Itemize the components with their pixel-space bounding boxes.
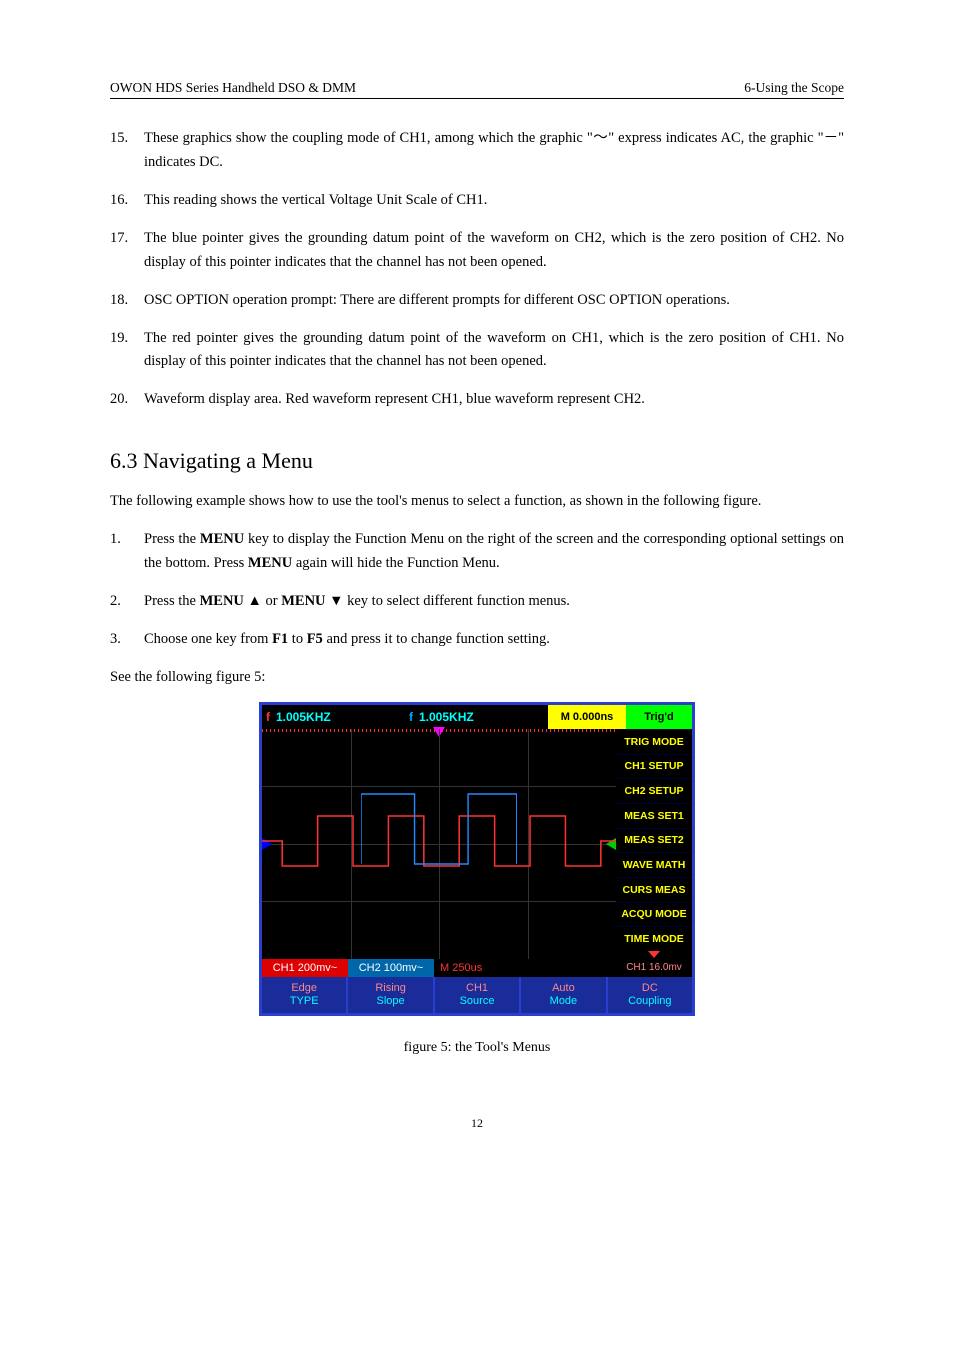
figure-caption: figure 5: the Tool's Menus (110, 1040, 844, 1056)
status-ch1: CH1 200mv~ (262, 959, 348, 977)
status-timebase: M 250us (434, 959, 616, 977)
list-text: The blue pointer gives the grounding dat… (144, 227, 844, 275)
menu-meas-set2[interactable]: MEAS SET2 (616, 828, 692, 853)
softkey-source[interactable]: CH1 Source (435, 977, 521, 1013)
list-num: 17. (110, 227, 144, 275)
step-text: Choose one key from F1 to F5 and press i… (144, 628, 844, 652)
list-text: This reading shows the vertical Voltage … (144, 189, 844, 213)
step-num: 1. (110, 528, 144, 576)
readout-timebase: M 0.000ns (548, 705, 626, 729)
readout-ch2-freq: f1.005KHZ (405, 705, 548, 729)
waveform-area (262, 729, 616, 959)
menu-time-mode[interactable]: TIME MODE (616, 926, 692, 951)
softkey-mode[interactable]: Auto Mode (521, 977, 607, 1013)
list-num: 19. (110, 327, 144, 375)
function-menu: TRIG MODE CH1 SETUP CH2 SETUP MEAS SET1 … (616, 729, 692, 959)
menu-more-icon (616, 951, 692, 959)
intro-paragraph: The following example shows how to use t… (110, 490, 844, 514)
menu-wave-math[interactable]: WAVE MATH (616, 852, 692, 877)
list-item: 15. These graphics show the coupling mod… (110, 127, 844, 175)
step-num: 2. (110, 590, 144, 614)
step-text: Press the MENU ▲ or MENU ▼ key to select… (144, 590, 844, 614)
softkey-slope[interactable]: Rising Slope (348, 977, 434, 1013)
scope-screenshot: f1.005KHZ f1.005KHZ M 0.000ns Trig'd (259, 702, 695, 1016)
list-text: These graphics show the coupling mode of… (144, 127, 844, 175)
list-num: 15. (110, 127, 144, 175)
see-following: See the following figure 5: (110, 666, 844, 690)
menu-trig-mode[interactable]: TRIG MODE (616, 729, 692, 754)
steps-list: 1. Press the MENU key to display the Fun… (110, 528, 844, 652)
menu-curs-meas[interactable]: CURS MEAS (616, 877, 692, 902)
status-trig-level: CH1 16.0mv (616, 959, 692, 977)
softkey-row: Edge TYPE Rising Slope CH1 Source Auto M… (262, 977, 692, 1013)
page-number: 12 (110, 1116, 844, 1131)
menu-ch2-setup[interactable]: CH2 SETUP (616, 778, 692, 803)
list-item: 18. OSC OPTION operation prompt: There a… (110, 289, 844, 313)
step-text: Press the MENU key to display the Functi… (144, 528, 844, 576)
readout-trig-status: Trig'd (626, 705, 692, 729)
step-item: 1. Press the MENU key to display the Fun… (110, 528, 844, 576)
header-right: 6-Using the Scope (744, 80, 844, 96)
list-num: 18. (110, 289, 144, 313)
numbered-list: 15. These graphics show the coupling mod… (110, 127, 844, 412)
list-text: The red pointer gives the grounding datu… (144, 327, 844, 375)
scope-status-bar: CH1 200mv~ CH2 100mv~ M 250us CH1 16.0mv (262, 959, 692, 977)
list-num: 16. (110, 189, 144, 213)
section-heading: 6.3 Navigating a Menu (110, 448, 844, 474)
menu-ch1-setup[interactable]: CH1 SETUP (616, 754, 692, 779)
step-num: 3. (110, 628, 144, 652)
page-header: OWON HDS Series Handheld DSO & DMM 6-Usi… (110, 80, 844, 99)
list-item: 17. The blue pointer gives the grounding… (110, 227, 844, 275)
list-item: 16. This reading shows the vertical Volt… (110, 189, 844, 213)
softkey-type[interactable]: Edge TYPE (262, 977, 348, 1013)
scope-top-bar: f1.005KHZ f1.005KHZ M 0.000ns Trig'd (262, 705, 692, 729)
waveform-ch2 (361, 789, 517, 869)
menu-meas-set1[interactable]: MEAS SET1 (616, 803, 692, 828)
status-ch2: CH2 100mv~ (348, 959, 434, 977)
readout-ch1-freq: f1.005KHZ (262, 705, 405, 729)
list-text: Waveform display area. Red waveform repr… (144, 388, 844, 412)
menu-acqu-mode[interactable]: ACQU MODE (616, 902, 692, 927)
header-left: OWON HDS Series Handheld DSO & DMM (110, 80, 356, 96)
softkey-coupling[interactable]: DC Coupling (608, 977, 692, 1013)
list-item: 19. The red pointer gives the grounding … (110, 327, 844, 375)
list-item: 20. Waveform display area. Red waveform … (110, 388, 844, 412)
step-item: 3. Choose one key from F1 to F5 and pres… (110, 628, 844, 652)
list-num: 20. (110, 388, 144, 412)
step-item: 2. Press the MENU ▲ or MENU ▼ key to sel… (110, 590, 844, 614)
list-text: OSC OPTION operation prompt: There are d… (144, 289, 844, 313)
